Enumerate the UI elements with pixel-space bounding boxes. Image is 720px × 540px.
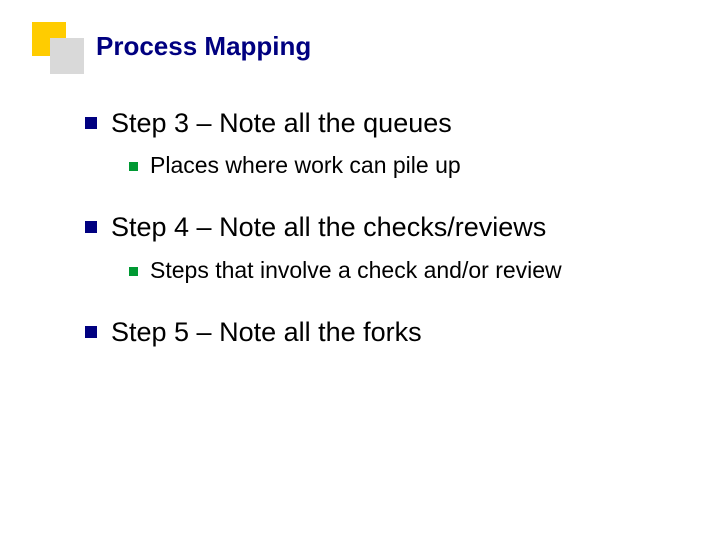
bullet-text: Step 3 – Note all the queues xyxy=(111,105,452,141)
bullet-level2: Steps that involve a check and/or review xyxy=(129,256,685,286)
bullet-level1: Step 5 – Note all the forks xyxy=(85,314,685,350)
square-bullet-icon xyxy=(129,162,138,171)
bullet-level2: Places where work can pile up xyxy=(129,151,685,181)
slide: Process Mapping Step 3 – Note all the qu… xyxy=(0,0,720,540)
bullet-text: Step 5 – Note all the forks xyxy=(111,314,422,350)
bullet-level1: Step 3 – Note all the queues xyxy=(85,105,685,141)
square-bullet-icon xyxy=(85,326,97,338)
bullet-level1: Step 4 – Note all the checks/reviews xyxy=(85,209,685,245)
bullet-text: Step 4 – Note all the checks/reviews xyxy=(111,209,546,245)
bullet-list: Step 3 – Note all the queues Places wher… xyxy=(85,105,685,360)
square-bullet-icon xyxy=(85,221,97,233)
slide-title: Process Mapping xyxy=(96,31,311,62)
square-bullet-icon xyxy=(129,267,138,276)
decoration-square-front xyxy=(50,38,84,74)
square-bullet-icon xyxy=(85,117,97,129)
bullet-text: Places where work can pile up xyxy=(150,151,461,181)
bullet-text: Steps that involve a check and/or review xyxy=(150,256,562,286)
